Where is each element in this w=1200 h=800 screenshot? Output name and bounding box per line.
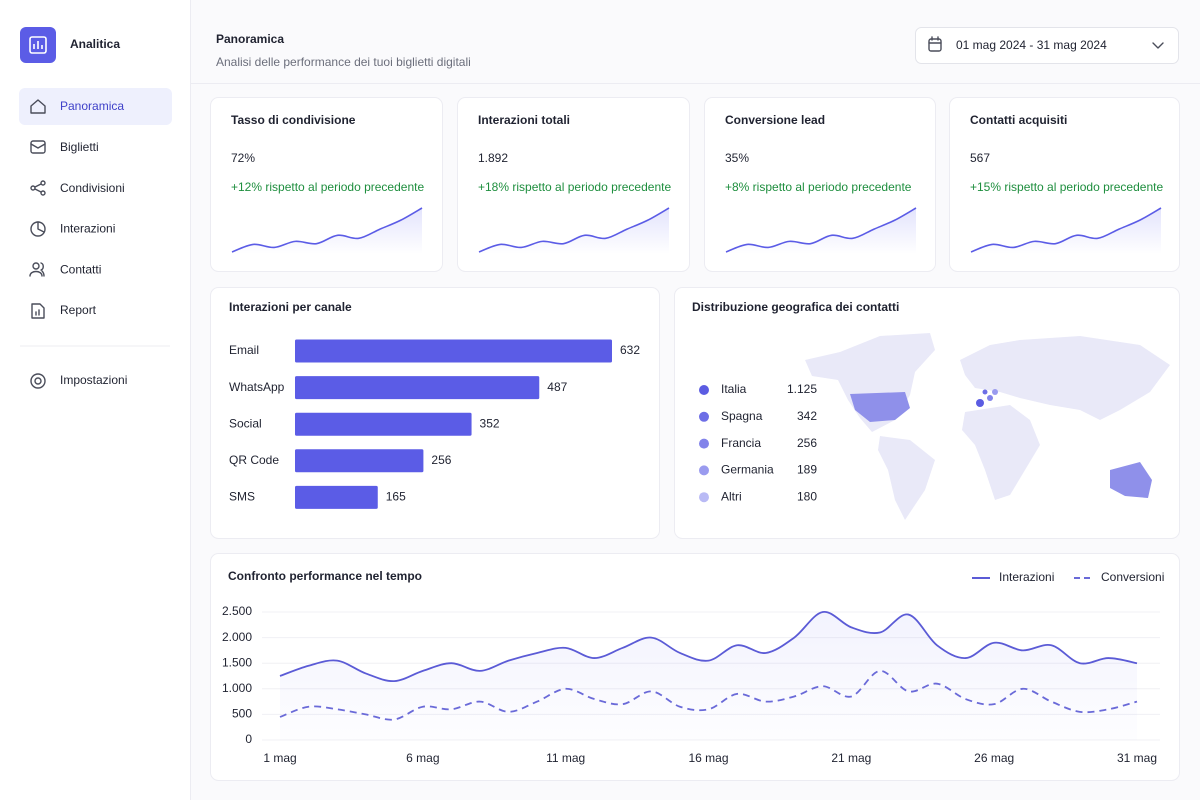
- geo-value: 342: [797, 409, 817, 423]
- nav-item[interactable]: Interazioni: [60, 222, 115, 236]
- legend-label: Interazioni: [999, 570, 1054, 584]
- bar-category: WhatsApp: [229, 380, 285, 394]
- bar-value: 352: [480, 416, 500, 430]
- kpi-label: Conversione lead: [725, 113, 825, 127]
- legend-dot: [699, 438, 709, 449]
- geo-title: Distribuzione geografica dei contatti: [692, 300, 899, 314]
- nav-item[interactable]: Biglietti: [60, 140, 99, 154]
- nav-item[interactable]: Report: [60, 303, 97, 317]
- geo-value: 189: [797, 463, 817, 477]
- x-tick-label: 11 mag: [546, 751, 585, 765]
- nav-item[interactable]: Contatti: [60, 262, 101, 276]
- x-tick-label: 6 mag: [406, 751, 439, 765]
- x-tick-label: 1 mag: [263, 751, 296, 765]
- geo-country: Francia: [721, 436, 761, 450]
- geo-country: Germania: [721, 463, 774, 477]
- x-tick-label: 31 mag: [1117, 751, 1157, 765]
- chart-title: Interazioni per canale: [229, 300, 352, 314]
- legend-dot: [699, 465, 709, 476]
- kpi-label: Contatti acquisiti: [970, 113, 1067, 127]
- geo-value: 256: [797, 436, 817, 450]
- sparkline-area: [726, 208, 916, 254]
- kpi-change: +12% rispetto al periodo precedente: [231, 180, 424, 194]
- bar-value: 256: [431, 453, 451, 467]
- geo-country: Italia: [721, 382, 747, 396]
- sparkline: [970, 207, 1162, 253]
- bar-category: SMS: [229, 490, 255, 504]
- kpi-label: Interazioni totali: [478, 113, 570, 127]
- nav-settings[interactable]: Impostazioni: [60, 373, 127, 387]
- page-subtitle: Analisi delle performance dei tuoi bigli…: [216, 55, 471, 69]
- bar-value: 632: [620, 343, 640, 357]
- kpi-value: 35%: [725, 151, 749, 165]
- sparkline-area: [232, 208, 422, 254]
- bar-value: 165: [386, 490, 406, 504]
- bar: [295, 485, 378, 509]
- brand-name: Analitica: [70, 37, 120, 51]
- kpi-value: 567: [970, 151, 990, 165]
- world-map: [805, 333, 1170, 520]
- date-picker[interactable]: [915, 27, 1179, 64]
- x-tick-label: 26 mag: [974, 751, 1014, 765]
- geo-country: Altri: [721, 489, 742, 503]
- y-tick-label: 0: [245, 732, 252, 746]
- page-title: Panoramica: [216, 32, 284, 46]
- geo-value: 180: [797, 489, 817, 503]
- sparkline: [725, 207, 917, 253]
- legend-dot: [699, 385, 709, 395]
- geo-country: Spagna: [721, 409, 763, 423]
- bar: [295, 339, 612, 363]
- bar-category: Social: [229, 416, 262, 430]
- bar: [295, 412, 472, 436]
- sparkline-area: [971, 208, 1161, 254]
- sidebar: [0, 0, 190, 800]
- kpi-value: 72%: [231, 151, 255, 165]
- sparkline-area: [479, 208, 669, 254]
- brand-icon: [29, 36, 47, 54]
- y-tick-label: 2.000: [222, 630, 252, 644]
- x-tick-label: 21 mag: [831, 751, 871, 765]
- geo-value: 1.125: [787, 382, 817, 396]
- bar-category: Email: [229, 343, 259, 357]
- nav-active-bg: [19, 88, 172, 125]
- bar: [295, 376, 540, 400]
- kpi-change: +15% rispetto al periodo precedente: [970, 180, 1163, 194]
- calendar-icon: [928, 36, 942, 52]
- kpi-change: +8% rispetto al periodo precedente: [725, 180, 912, 194]
- kpi-value: 1.892: [478, 151, 508, 165]
- chevron: [1152, 42, 1164, 49]
- sparkline: [231, 207, 423, 253]
- sparkline: [478, 207, 670, 253]
- legend-dot: [699, 411, 709, 422]
- line: [279, 669, 1138, 721]
- legend-label: Conversioni: [1101, 570, 1164, 584]
- y-tick-label: 1.000: [222, 681, 252, 695]
- y-tick-label: 1.500: [222, 655, 252, 669]
- nav-item[interactable]: Panoramica: [60, 99, 124, 113]
- line: [279, 611, 1138, 683]
- line-area: [280, 611, 1137, 740]
- kpi-label: Tasso di condivisione: [231, 113, 356, 127]
- y-tick-label: 2.500: [222, 604, 252, 618]
- nav-icons: [29, 99, 46, 389]
- kpi-change: +18% rispetto al periodo precedente: [478, 180, 671, 194]
- y-tick-label: 500: [232, 707, 252, 721]
- bar: [295, 449, 424, 473]
- bar-value: 487: [547, 380, 567, 394]
- bar-category: QR Code: [229, 453, 279, 467]
- x-tick-label: 16 mag: [688, 751, 728, 765]
- nav-item[interactable]: Condivisioni: [60, 181, 125, 195]
- date-range: 01 mag 2024 - 31 mag 2024: [956, 38, 1107, 52]
- chart-title: Confronto performance nel tempo: [228, 569, 422, 583]
- legend-dot: [699, 492, 709, 503]
